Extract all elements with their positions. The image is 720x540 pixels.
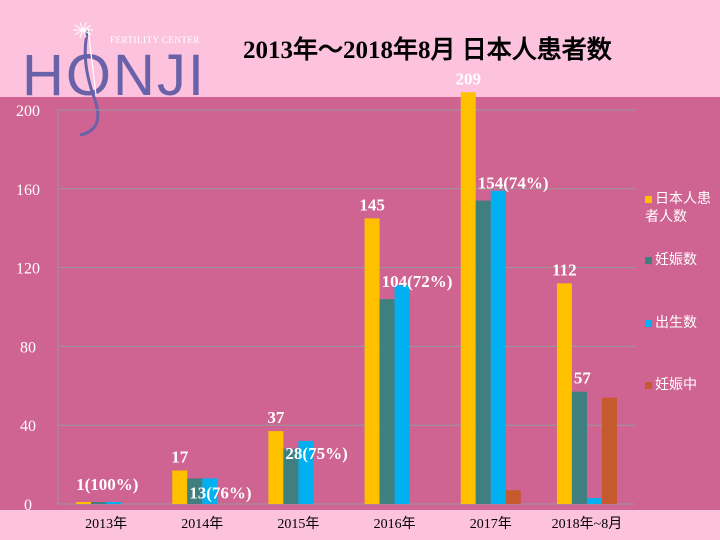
bar-1 [379,299,395,504]
logo-swoosh [79,29,100,137]
data-label: 37 [267,408,285,427]
x-tick-label: 2015年 [277,516,319,532]
bar-3 [505,490,521,504]
bar-0 [460,92,476,505]
y-tick-label: 40 [20,418,36,435]
legend-swatch [645,382,652,389]
y-tick-label: 120 [16,261,40,278]
logo-dandelion-seed [82,22,87,31]
bar-1 [283,448,299,504]
x-tick-label: 2016年 [374,516,416,532]
bar-0 [364,218,380,504]
bar-2 [106,502,122,504]
legend-label: 妊娠数 [655,252,697,268]
legend-item-births: 出生数 [645,314,715,332]
bar-2 [586,498,602,504]
bar-1 [187,478,203,504]
x-tick-label: 2014年 [181,516,223,532]
bar-0 [556,283,572,504]
bar-2 [394,285,410,504]
data-label: 145 [359,195,385,214]
bar-0 [76,502,92,504]
chart-title: 2013年〜2018年8月 日本人患者数 [243,37,612,64]
legend-swatch [645,257,652,264]
legend-swatch [645,196,652,203]
data-label: 28(75%) [285,444,347,463]
legend-item-ongoing: 妊娠中 [645,376,715,394]
data-label: 112 [552,260,577,279]
bar-0 [268,431,284,504]
plot-band [0,97,720,510]
bar-2 [490,190,506,504]
y-tick-label: 80 [20,339,36,356]
y-tick-label: 160 [16,182,40,199]
y-tick-label: 0 [24,497,32,514]
legend-label: 妊娠中 [655,377,697,393]
bar-3 [601,397,617,504]
data-label: 13(76%) [189,484,251,503]
logo-dandelion-seed [79,29,84,38]
data-label: 57 [574,369,592,388]
logo-dandelion-seed [74,29,84,36]
legend-swatch [645,320,652,327]
x-tick-label: 2018年~8月 [552,516,623,532]
logo-dandelion-seed [74,24,84,31]
x-tick-label: 2017年 [470,516,512,532]
logo-dandelion-stem [87,27,97,96]
bar-2 [298,440,314,504]
x-tick-label: 2013年 [85,516,127,532]
y-tick-label: 200 [16,103,40,120]
legend-item-patients: 日本人患者人数 [645,190,715,226]
data-label: 209 [456,69,482,88]
legend-label: 出生数 [655,315,697,331]
data-label: 104(72%) [382,272,453,291]
bar-1 [91,502,107,504]
logo-dandelion-seed [82,29,87,38]
data-label: 154(74%) [478,174,549,193]
logo-dandelion-seed [82,29,92,36]
legend-label: 日本人患者人数 [645,191,711,225]
legend-item-pregnancies: 妊娠数 [645,251,715,269]
bar-1 [571,391,587,504]
logo-dandelion-seed [79,22,84,31]
logo-subtitle: FERTILITY CENTER [110,35,200,45]
logo-text: HONJI [22,43,206,108]
bar-2 [202,478,218,504]
bar-1 [475,200,491,504]
logo-dandelion-seed [82,24,92,31]
bar-0 [172,470,188,504]
data-label: 17 [171,448,189,467]
data-label: 1(100%) [76,475,138,494]
